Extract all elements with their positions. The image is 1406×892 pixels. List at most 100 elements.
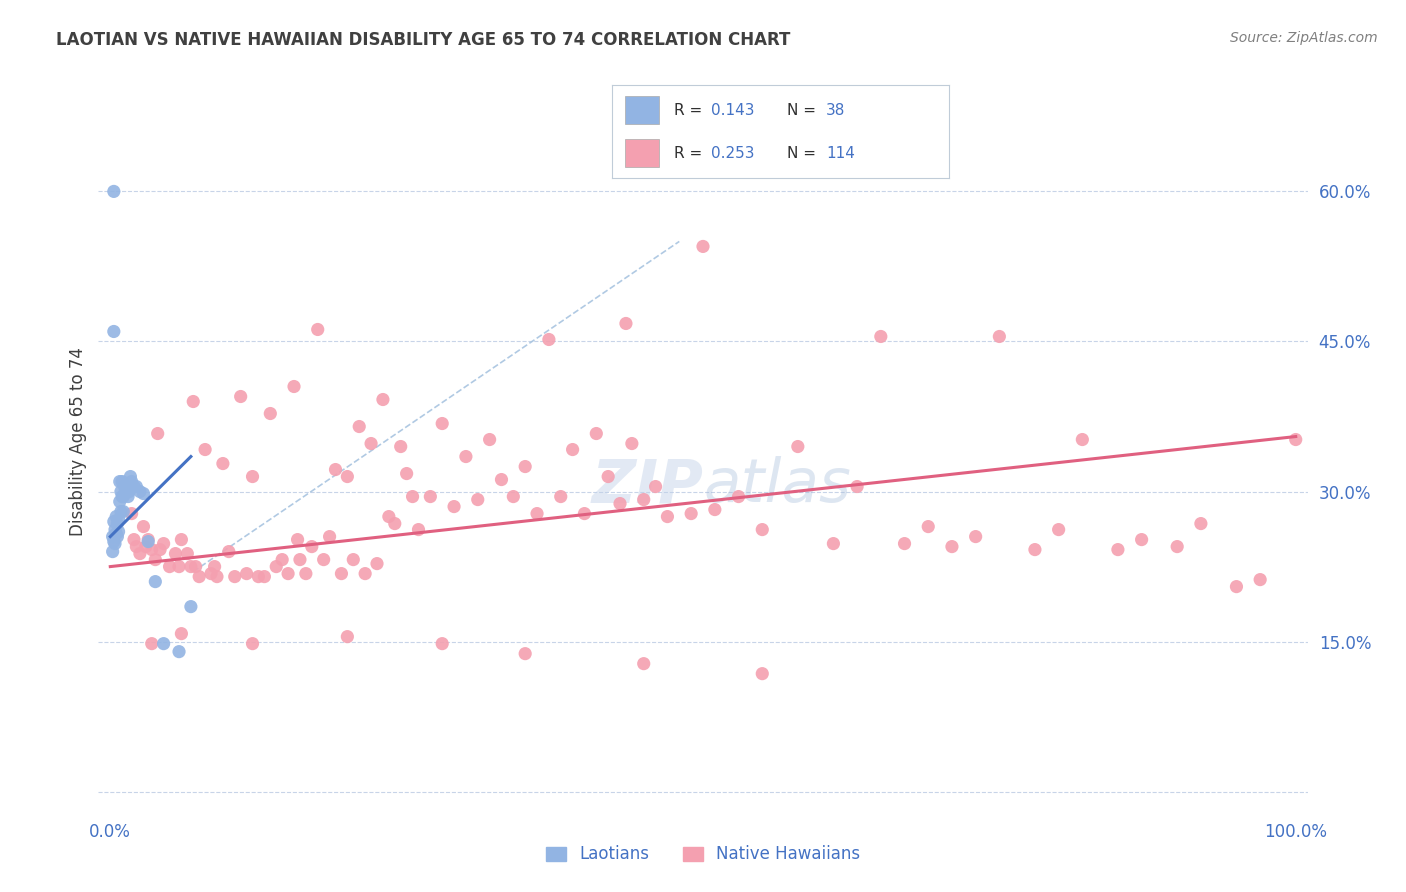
Point [561,442,583,457]
Point [620,436,643,450]
Point [159,559,181,574]
Point [1189,516,1212,531]
Point [247,569,270,583]
Point [115,484,138,499]
Point [271,552,294,566]
Point [152,637,174,651]
Point [1130,533,1153,547]
Point [165,547,187,561]
Point [1024,542,1046,557]
Point [526,507,548,521]
Point [132,486,155,500]
Point [692,239,714,253]
Point [893,536,915,550]
Point [347,419,370,434]
Point [125,479,148,493]
Point [869,329,891,343]
Point [141,542,163,557]
Point [432,417,454,431]
Point [537,333,560,347]
Point [432,637,454,651]
Point [295,566,318,581]
Point [136,533,159,547]
Point [703,502,725,516]
Point [181,394,204,409]
Point [307,322,329,336]
Point [312,552,335,566]
Point [111,475,134,489]
Point [129,547,152,561]
Point [360,436,382,450]
Point [644,479,666,493]
Point [846,479,869,493]
Point [204,559,226,574]
Point [395,467,418,481]
Point [242,637,264,651]
Point [129,484,152,499]
Point [107,524,129,539]
Point [502,490,524,504]
Point [104,523,127,537]
Point [200,566,222,581]
Point [585,426,607,441]
Point [609,497,631,511]
Point [550,490,572,504]
Point [941,540,963,554]
Point [378,509,401,524]
Point [1249,573,1271,587]
Point [287,533,309,547]
Text: N =: N = [787,103,821,118]
Point [143,574,166,589]
Point [188,569,211,583]
Point [103,325,125,339]
Point [467,492,489,507]
Point [614,317,637,331]
Point [110,484,132,499]
Point [1107,542,1129,557]
Point [598,469,620,483]
Point [288,552,311,566]
Point [122,479,145,493]
Point [366,557,388,571]
Point [491,473,513,487]
Text: R =: R = [673,103,707,118]
Text: 0.253: 0.253 [711,145,755,161]
Point [419,490,441,504]
Point [103,515,125,529]
Point [1285,433,1308,447]
Point [120,469,142,483]
Point [136,534,159,549]
Point [108,494,131,508]
Point [823,536,845,550]
Point [112,490,135,504]
Point [103,185,125,199]
Point [152,536,174,550]
Point [264,559,287,574]
Point [103,534,125,549]
Point [122,533,145,547]
Legend: Laotians, Native Hawaiians: Laotians, Native Hawaiians [540,838,866,870]
Point [384,516,406,531]
Point [141,637,163,651]
Text: LAOTIAN VS NATIVE HAWAIIAN DISABILITY AGE 65 TO 74 CORRELATION CHART: LAOTIAN VS NATIVE HAWAIIAN DISABILITY AG… [56,31,790,49]
Text: Source: ZipAtlas.com: Source: ZipAtlas.com [1230,31,1378,45]
Point [105,509,128,524]
Point [1166,540,1188,554]
Point [633,657,655,671]
Bar [626,96,659,124]
Point [515,459,537,474]
Point [751,666,773,681]
Point [301,540,323,554]
Point [454,450,477,464]
Point [229,390,252,404]
Point [574,507,596,521]
Point [478,433,501,447]
Point [342,552,364,566]
Point [235,566,257,581]
Bar [626,139,659,167]
Point [401,490,423,504]
Point [114,479,136,493]
Point [283,379,305,393]
Point [112,505,135,519]
Point [1071,433,1094,447]
